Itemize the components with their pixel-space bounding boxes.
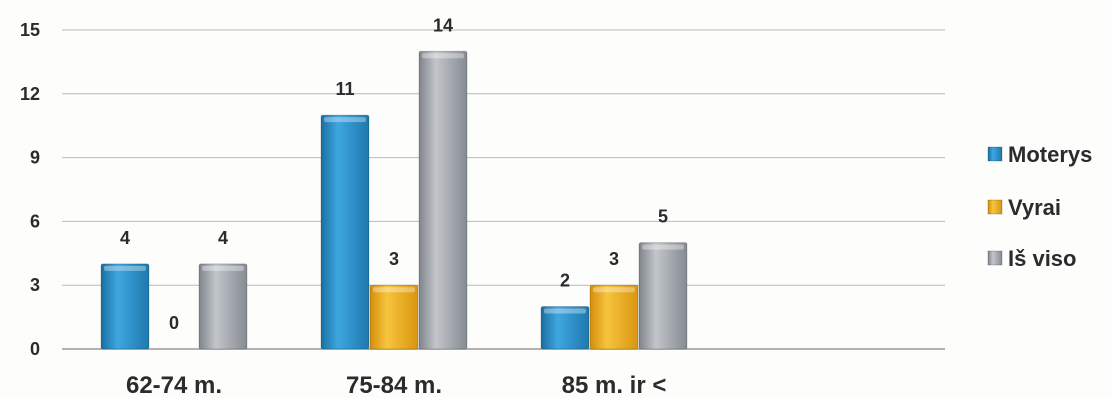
bar-highlight [324, 117, 366, 123]
legend-item: Vyrai [987, 195, 1061, 220]
bar [100, 263, 150, 350]
data-label: 0 [169, 313, 179, 333]
bar [198, 263, 248, 350]
y-tick-label: 12 [20, 84, 40, 104]
data-label: 14 [433, 15, 453, 35]
category-label: 85 m. ir < [562, 372, 667, 398]
data-label: 11 [335, 79, 354, 99]
legend-label: Vyrai [1008, 195, 1061, 220]
legend-item: Moterys [987, 142, 1092, 167]
legend-label: Moterys [1008, 142, 1092, 167]
y-tick-label: 0 [30, 339, 40, 359]
category-label: 62-74 m. [126, 372, 222, 398]
data-label: 4 [120, 228, 130, 248]
legend: Moterys Vyrai Iš viso [987, 142, 1092, 271]
bar-highlight [642, 244, 684, 250]
data-label: 2 [560, 270, 570, 290]
y-tick-label: 6 [30, 211, 40, 231]
gridlines [62, 29, 945, 350]
bar [540, 305, 590, 350]
bar-highlight [202, 265, 244, 271]
category-label: 75-84 m. [346, 372, 442, 398]
bar-highlight [373, 287, 415, 293]
bar [320, 114, 370, 350]
bar-highlight [422, 53, 464, 59]
y-tick-label: 15 [20, 20, 40, 40]
bar [418, 50, 468, 350]
data-labels: 4 0 4 11 3 14 2 3 5 [120, 15, 668, 333]
legend-item: Iš viso [987, 246, 1076, 271]
legend-label: Iš viso [1008, 246, 1076, 271]
bar-highlight [593, 287, 635, 293]
y-tick-label: 9 [30, 148, 40, 168]
legend-swatch [987, 250, 1003, 266]
bar [638, 242, 688, 350]
bar-highlight [544, 308, 586, 314]
y-axis: 0 3 6 9 12 15 [20, 20, 40, 359]
y-tick-label: 3 [30, 275, 40, 295]
x-axis: 62-74 m. 75-84 m. 85 m. ir < [126, 372, 666, 398]
legend-swatch [987, 199, 1003, 215]
data-label: 3 [609, 249, 619, 269]
bars [100, 50, 688, 350]
data-label: 5 [658, 207, 668, 227]
bar-highlight [104, 265, 146, 271]
bar [369, 284, 419, 350]
legend-swatch [987, 146, 1003, 162]
data-label: 3 [389, 249, 399, 269]
bar [589, 284, 639, 350]
data-label: 4 [218, 228, 228, 248]
